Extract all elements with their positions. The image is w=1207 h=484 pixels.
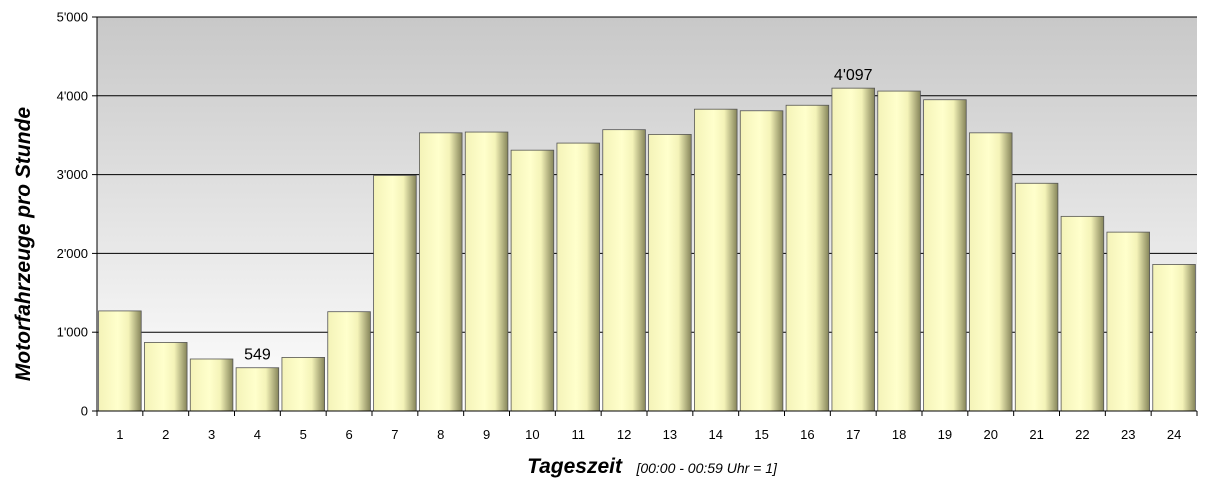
bar-23 [1106,231,1150,412]
x-tick-label: 17 [846,427,860,442]
bar-11 [556,142,600,412]
bar-2 [144,342,188,412]
bar-8 [419,132,463,412]
x-tick-label: 24 [1167,427,1181,442]
x-tick-label: 14 [709,427,723,442]
data-labels: 549 4'097 [244,67,873,364]
x-axis-note: [00:00 - 00:59 Uhr = 1] [635,460,778,476]
bar-21 [1014,182,1059,412]
bar-15 [739,110,784,412]
bar-9 [464,131,509,412]
x-tick-label: 1 [116,427,123,442]
x-tick-label: 3 [208,427,215,442]
x-tick-label: 16 [800,427,814,442]
bar-18 [877,90,921,412]
bar-20 [969,132,1013,412]
x-axis-label: Tageszeit [527,455,623,478]
bar-14 [694,108,738,412]
y-tick-label: 5'000 [57,10,88,25]
bar-19 [923,99,967,412]
x-tick-label: 20 [984,427,998,442]
gridlines [97,16,1197,333]
x-tick-label: 9 [483,427,490,442]
x-tick-labels: 1 2 3 4 5 6 7 8 9 10 11 12 13 14 15 16 17 18 19 20 21 22 23 24 [116,427,1181,442]
bar-12 [602,129,646,412]
y-tick-label: 0 [81,404,88,419]
bar-17 [831,87,875,412]
plot-area [97,17,1197,411]
bar-24 [1152,264,1196,412]
bar-13 [648,134,692,412]
bar-5 [281,357,325,412]
x-tick-label: 22 [1075,427,1089,442]
x-tick-label: 11 [572,427,586,442]
data-label: 549 [244,347,271,364]
x-axis-title: Tageszeit [00:00 - 00:59 Uhr = 1] [527,455,778,478]
bar-22 [1060,215,1105,412]
bar-7 [373,174,417,412]
x-tick-label: 2 [162,427,169,442]
axes [92,16,1198,416]
y-tick-label: 1'000 [57,325,88,340]
x-tick-label: 23 [1121,427,1135,442]
y-tick-label: 3'000 [57,167,88,182]
y-tick-label: 2'000 [57,246,88,261]
x-tick-label: 19 [938,427,952,442]
x-tick-label: 8 [437,427,444,442]
x-tick-label: 5 [300,427,307,442]
x-tick-label: 10 [525,427,539,442]
bar-4 [235,367,280,412]
x-tick-label: 6 [345,427,352,442]
x-tick-label: 13 [663,427,677,442]
x-tick-label: 21 [1029,427,1043,442]
x-tick-label: 18 [892,427,906,442]
bar-3 [189,358,234,412]
x-tick-label: 4 [254,427,261,442]
bar-10 [510,149,555,412]
x-tick-label: 7 [391,427,398,442]
bar-1 [98,310,142,412]
y-axis-label: Motorfahrzeuge pro Stunde [12,107,35,381]
x-tick-label: 12 [617,427,631,442]
bar-6 [327,311,371,412]
bars-group [98,87,1196,412]
y-tick-labels: 0 1'000 2'000 3'000 4'000 5'000 [57,10,88,419]
data-label: 4'097 [834,67,873,84]
x-tick-label: 15 [754,427,768,442]
y-tick-label: 4'000 [57,88,88,103]
bar-16 [785,104,830,412]
